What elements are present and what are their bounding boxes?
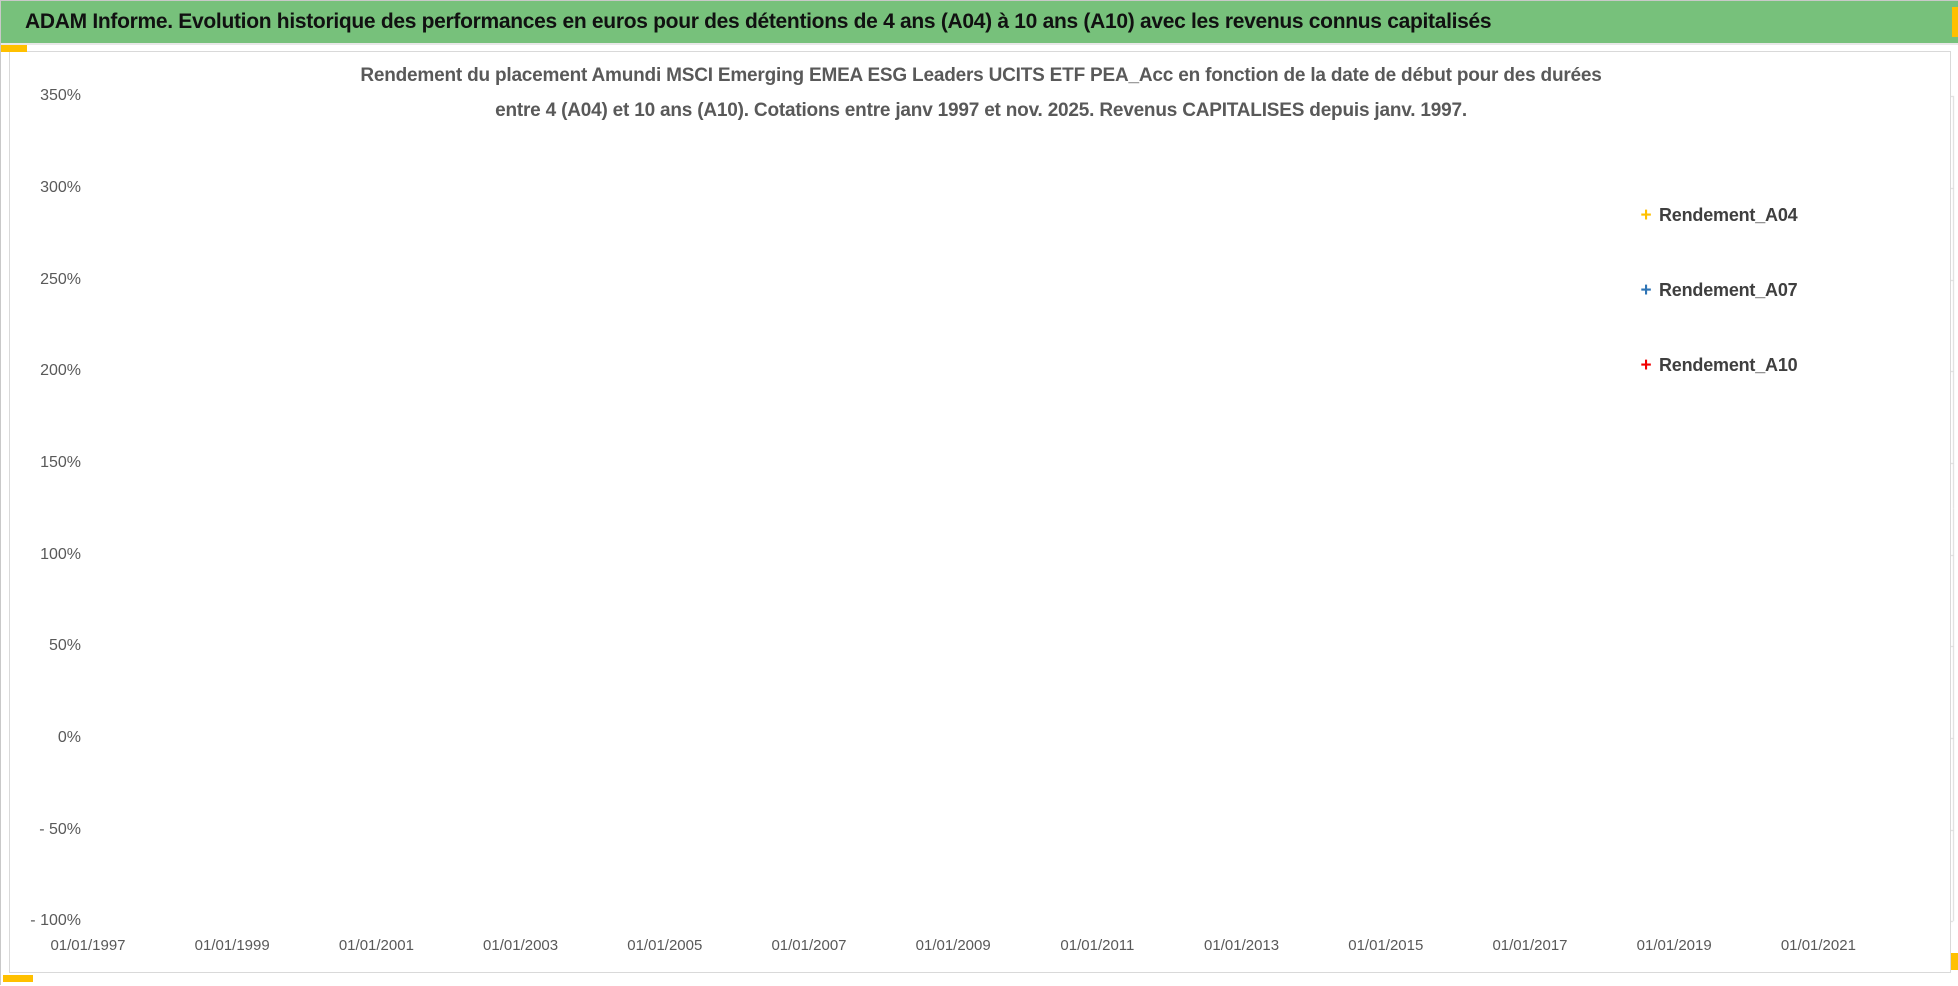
y-tick-label: - 50% bbox=[39, 820, 81, 838]
chart-legend: + Rendement_A04 + Rendement_A07 + Rendement_A… bbox=[1633, 191, 1885, 391]
x-tick-label: 01/01/2009 bbox=[915, 937, 991, 954]
x-tick-label: 01/01/2017 bbox=[1492, 937, 1568, 954]
y-tick-label: 300% bbox=[40, 178, 81, 196]
legend-item-Rendement_A04[interactable]: + Rendement_A04 bbox=[1633, 198, 1885, 232]
y-tick-label: 200% bbox=[40, 362, 81, 380]
page-title: ADAM Informe. Evolution historique des p… bbox=[25, 10, 1492, 33]
y-tick-label: 350% bbox=[40, 87, 81, 105]
chart-frame bbox=[9, 51, 1951, 973]
x-tick-label: 01/01/1999 bbox=[194, 937, 270, 954]
y-tick-label: 100% bbox=[40, 545, 81, 563]
legend-label: Rendement_A07 bbox=[1659, 279, 1798, 300]
legend-plus-marker-icon: + bbox=[1640, 279, 1652, 301]
x-tick-label: 01/01/2003 bbox=[483, 937, 559, 954]
legend-item-Rendement_A07[interactable]: + Rendement_A07 bbox=[1633, 273, 1885, 307]
y-tick-label: 150% bbox=[40, 453, 81, 471]
legend-label: Rendement_A10 bbox=[1659, 354, 1798, 375]
x-tick-label: 01/01/2011 bbox=[1060, 937, 1135, 954]
x-tick-label: 01/01/1997 bbox=[50, 937, 126, 954]
x-tick-label: 01/01/2013 bbox=[1204, 937, 1280, 954]
chart-title-line1: Rendement du placement Amundi MSCI Emerg… bbox=[360, 65, 1602, 86]
x-tick-label: 01/01/2005 bbox=[627, 937, 703, 954]
selection-accent-bottom-right bbox=[1951, 953, 1958, 970]
chart-title-line2: entre 4 (A04) et 10 ans (A10). Cotations… bbox=[495, 100, 1467, 121]
sheet-title-bar: ADAM Informe. Evolution historique des p… bbox=[1, 1, 1958, 45]
legend-plus-marker-icon: + bbox=[1640, 204, 1652, 226]
legend-plus-marker-icon: + bbox=[1640, 354, 1652, 376]
selection-accent-top-right bbox=[1952, 7, 1958, 37]
selection-accent-top-left bbox=[1, 45, 27, 52]
legend-label: Rendement_A04 bbox=[1659, 204, 1798, 225]
y-tick-label: 0% bbox=[57, 729, 81, 746]
x-tick-label: 01/01/2015 bbox=[1348, 937, 1424, 954]
y-tick-label: 50% bbox=[48, 637, 81, 655]
selection-accent-bottom-left bbox=[3, 975, 33, 982]
x-tick-label: 01/01/2019 bbox=[1636, 937, 1712, 954]
x-tick-label: 01/01/2001 bbox=[338, 937, 414, 954]
y-tick-label: 250% bbox=[40, 270, 81, 288]
legend-item-Rendement_A10[interactable]: + Rendement_A10 bbox=[1633, 348, 1885, 382]
x-tick-label: 01/01/2007 bbox=[771, 937, 847, 954]
y-tick-label: - 100% bbox=[30, 912, 81, 930]
x-tick-label: 01/01/2021 bbox=[1780, 937, 1856, 954]
